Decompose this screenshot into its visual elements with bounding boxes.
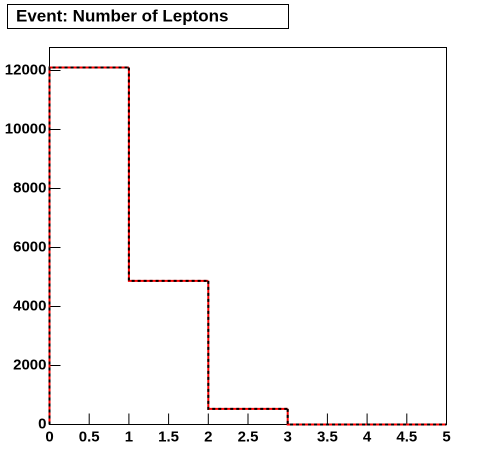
y-tick-label: 0 [38,415,46,432]
y-tick-label: 10000 [5,120,47,137]
histogram-step [48,66,129,425]
x-tick-label: 3 [284,428,292,445]
y-tick-label: 4000 [13,297,46,314]
y-tick-label: 2000 [13,356,46,373]
title-box [7,4,289,29]
y-tick-label: 8000 [13,179,46,196]
x-tick-label: 2 [204,428,212,445]
histogram-step [127,67,209,282]
chart-title: Event: Number of Leptons [16,6,229,25]
x-tick-label: 0 [45,428,53,445]
x-tick-label: 4 [363,428,372,445]
histogram-step [207,280,288,410]
x-tick-label: 3.5 [317,428,338,445]
histogram-step [286,408,368,426]
x-tick-label: 4.5 [396,428,417,445]
x-tick-label: 1 [125,428,133,445]
x-tick-label: 0.5 [79,428,100,445]
x-tick-label: 2.5 [238,428,259,445]
y-tick-label: 12000 [5,61,47,78]
y-tick-label: 6000 [13,238,46,255]
x-tick-label: 5 [442,428,450,445]
x-tick-label: 1.5 [158,428,179,445]
